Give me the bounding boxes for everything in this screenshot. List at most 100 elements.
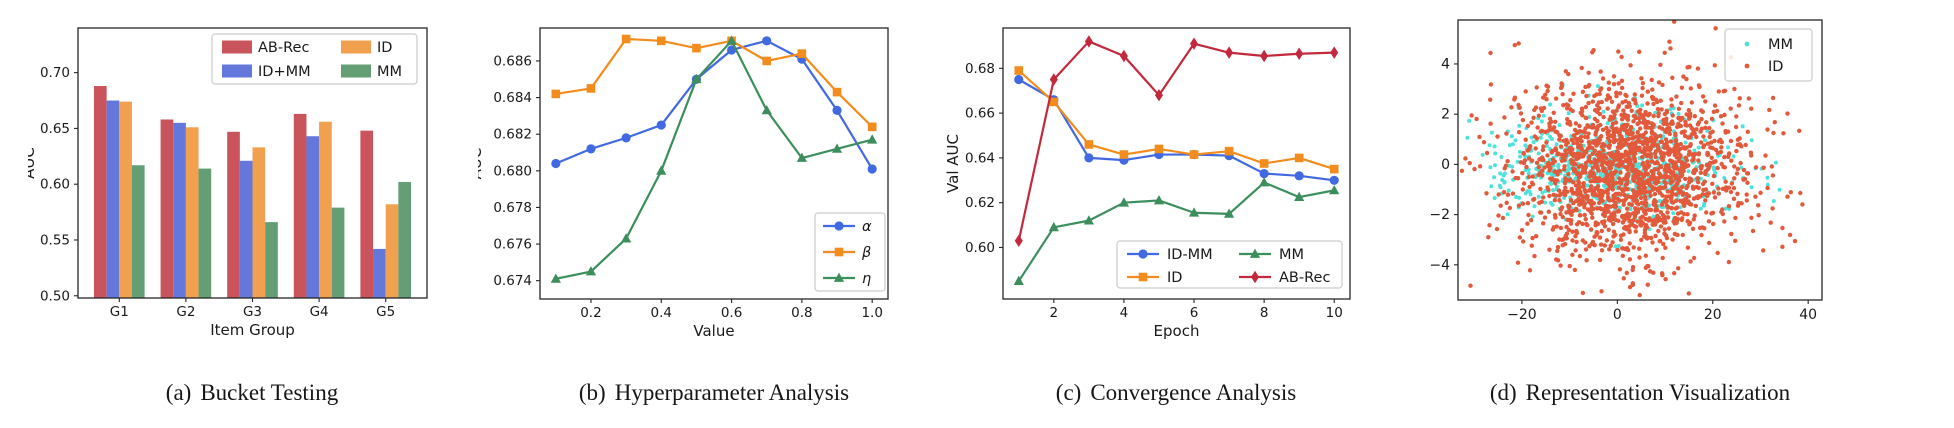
caption-c-text: Convergence Analysis (1090, 380, 1297, 405)
plot-area-line (550, 34, 878, 283)
svg-text:0.684: 0.684 (493, 90, 532, 106)
caption-b: (b) Hyperparameter Analysis (502, 380, 926, 406)
svg-text:0.686: 0.686 (493, 53, 532, 69)
y-axis-label: Val AUC (944, 134, 962, 193)
svg-text:ID-MM: ID-MM (1167, 247, 1213, 263)
svg-text:−20: −20 (1507, 307, 1537, 323)
svg-text:ID+MM: ID+MM (258, 64, 311, 80)
svg-text:0.680: 0.680 (493, 163, 532, 179)
caption-a-label: (a) (165, 380, 192, 405)
svg-text:0.674: 0.674 (493, 273, 532, 289)
svg-text:0.6: 0.6 (721, 305, 742, 321)
line-series-η (550, 35, 878, 283)
caption-a: (a) Bucket Testing (33, 380, 471, 406)
svg-text:G1: G1 (110, 304, 129, 320)
svg-text:1.0: 1.0 (861, 305, 882, 321)
svg-text:ID: ID (1167, 270, 1182, 286)
svg-text:−2: −2 (1429, 207, 1450, 223)
svg-text:MM: MM (1279, 247, 1304, 263)
svg-text:η: η (862, 271, 871, 287)
caption-c: (c) Convergence Analysis (964, 380, 1388, 406)
caption-b-label: (b) (578, 380, 606, 405)
svg-text:0.62: 0.62 (965, 195, 995, 211)
line-series-MM (1013, 177, 1340, 285)
legend: αβη (814, 212, 886, 292)
svg-text:10: 10 (1326, 305, 1343, 321)
svg-text:0: 0 (1613, 307, 1622, 323)
bar-series-ID (119, 101, 399, 299)
svg-text:0.60: 0.60 (965, 240, 995, 256)
svg-text:40: 40 (1799, 307, 1817, 323)
legend: AB-Rec ID+MM ID MM (211, 33, 418, 85)
line-series-α (551, 36, 877, 174)
svg-text:4: 4 (1441, 56, 1450, 72)
line-series-ID-MM (1014, 74, 1339, 185)
plot-area-line (1013, 35, 1340, 285)
caption-d-label: (d) (1489, 380, 1517, 405)
caption-a-text: Bucket Testing (200, 380, 339, 405)
svg-text:0.68: 0.68 (965, 61, 995, 77)
legend: MM ID (1724, 28, 1813, 82)
caption-b-text: Hyperparameter Analysis (614, 380, 850, 405)
svg-text:MM: MM (1768, 37, 1793, 53)
svg-text:G2: G2 (176, 304, 195, 320)
legend: ID-MM ID MM AB-Rec (1116, 240, 1343, 289)
svg-text:G5: G5 (376, 304, 395, 320)
svg-text:−4: −4 (1429, 257, 1450, 273)
svg-text:20: 20 (1704, 307, 1722, 323)
plot-spines (77, 27, 428, 299)
svg-text:2: 2 (1441, 107, 1450, 123)
y-axis-label: AUC (478, 148, 485, 180)
svg-text:ID: ID (377, 40, 392, 56)
line-chart-hyperparameter-analysis: 0.2 0.4 0.6 0.8 1.0 0.674 0.676 0.678 0.680 0.682… (478, 27, 889, 340)
plot-spines (1457, 19, 1823, 301)
svg-text:0.8: 0.8 (791, 305, 812, 321)
svg-text:β: β (861, 245, 871, 261)
panel-hyperparameter-analysis: 0.2 0.4 0.6 0.8 1.0 0.674 0.676 0.678 0.680 0.682… (478, 0, 902, 406)
caption-d-text: Representation Visualization (1525, 380, 1791, 405)
svg-text:0.676: 0.676 (493, 237, 532, 253)
svg-text:0.682: 0.682 (493, 127, 532, 143)
svg-text:6: 6 (1190, 305, 1199, 321)
svg-text:AB-Rec: AB-Rec (1279, 270, 1330, 286)
svg-text:0: 0 (1441, 157, 1450, 173)
plot-area-scatter (1458, 20, 1805, 298)
svg-text:0.70: 0.70 (40, 65, 70, 81)
svg-text:0.678: 0.678 (493, 200, 532, 216)
line-series-ID (1014, 66, 1339, 174)
svg-text:0.55: 0.55 (40, 232, 70, 248)
caption-c-label: (c) (1055, 380, 1082, 405)
line-series-AB-Rec (1014, 35, 1339, 247)
svg-text:ID: ID (1768, 59, 1783, 75)
svg-text:0.66: 0.66 (965, 106, 995, 122)
panel-representation-visualization: −20 0 20 40 −4 −2 0 2 4 MM ID (d) Representation Vi… (1398, 0, 1834, 406)
caption-d: (d) Representation Visualization (1422, 380, 1858, 406)
svg-text:0.4: 0.4 (651, 305, 672, 321)
svg-text:G3: G3 (243, 304, 262, 320)
panel-convergence-analysis: 2 4 6 8 10 0.60 0.62 0.64 0.66 0.68 Epoch Val AUC ID… (943, 0, 1367, 406)
svg-text:0.65: 0.65 (40, 121, 70, 137)
plot-spines (539, 27, 889, 300)
svg-text:G4: G4 (310, 304, 329, 320)
bar-series-ID+MM (106, 100, 386, 298)
scatter-cluster-ID (1458, 20, 1805, 298)
panel-bucket-testing: G1 G2 G3 G4 G5 0.50 0.55 0.60 0.65 0.70 Item Group… (28, 0, 466, 406)
x-axis-label: Value (693, 322, 734, 340)
svg-text:4: 4 (1120, 305, 1129, 321)
bar-series-AB-Rec (93, 86, 374, 298)
line-chart-convergence-analysis: 2 4 6 8 10 0.60 0.62 0.64 0.66 0.68 Epoch Val AUC ID… (944, 27, 1351, 340)
line-series-β (551, 34, 877, 132)
bar-series-MM (131, 165, 412, 298)
plot-spines (1002, 27, 1351, 300)
bar-chart-bucket-testing: G1 G2 G3 G4 G5 0.50 0.55 0.60 0.65 0.70 Item Group… (28, 27, 428, 339)
svg-text:AB-Rec: AB-Rec (258, 40, 309, 56)
svg-text:2: 2 (1050, 305, 1059, 321)
svg-text:α: α (862, 219, 872, 235)
svg-text:8: 8 (1260, 305, 1269, 321)
svg-text:0.60: 0.60 (40, 177, 70, 193)
svg-text:MM: MM (377, 64, 402, 80)
svg-text:0.64: 0.64 (965, 150, 995, 166)
svg-text:0.50: 0.50 (40, 288, 70, 304)
